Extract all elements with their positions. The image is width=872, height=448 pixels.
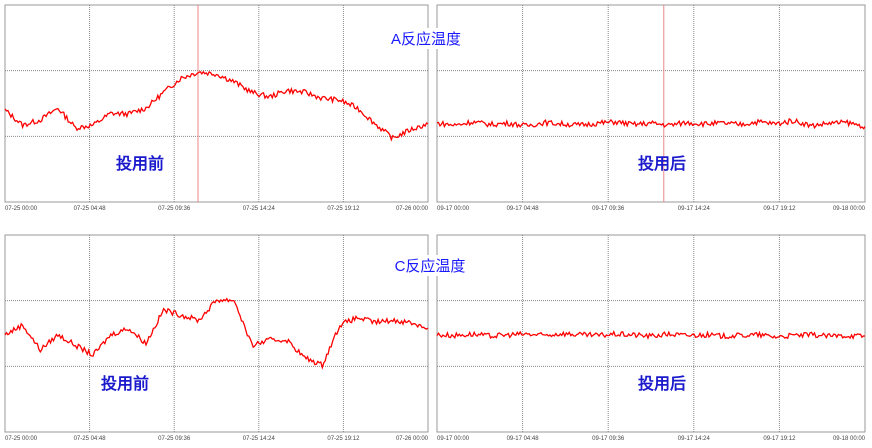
annotation-label: 投用后 <box>637 376 687 393</box>
x-tick-label: 07-25 09:36 <box>158 206 191 212</box>
x-tick-label: 09-17 19:12 <box>763 436 796 442</box>
x-tick-label: 09-17 09:36 <box>592 206 625 212</box>
chart-title: A反应温度 <box>390 28 462 49</box>
x-tick-label: 07-25 14:24 <box>242 436 275 442</box>
x-tick-label: 07-25 09:36 <box>158 436 191 442</box>
x-tick-label: 09-18 00:00 <box>832 206 865 212</box>
series-line <box>436 117 866 130</box>
annotation-label: 投用前 <box>115 156 165 173</box>
x-tick-label: 09-17 04:48 <box>506 206 539 212</box>
annotation-label: 投用前 <box>100 376 150 393</box>
x-tick-label: 09-17 00:00 <box>437 206 470 212</box>
x-tick-label: 09-17 14:24 <box>677 436 710 442</box>
x-tick-label: 09-17 14:24 <box>677 206 710 212</box>
x-tick-label: 07-25 00:00 <box>5 436 38 442</box>
plot-area <box>4 4 429 203</box>
plot-area <box>436 4 866 203</box>
x-tick-label: 07-25 00:00 <box>5 206 38 212</box>
x-tick-label: 07-26 00:00 <box>395 436 428 442</box>
x-tick-label: 09-17 04:48 <box>506 436 539 442</box>
x-tick-label: 09-17 19:12 <box>763 206 796 212</box>
x-tick-label: 09-17 09:36 <box>592 436 625 442</box>
x-tick-label: 09-17 00:00 <box>437 436 470 442</box>
series-line <box>4 70 429 142</box>
x-tick-label: 07-26 00:00 <box>395 206 428 212</box>
x-tick-label: 09-18 00:00 <box>832 436 865 442</box>
chart-title: C反应温度 <box>394 255 466 276</box>
annotation-label: 投用后 <box>637 156 687 173</box>
series-line <box>4 297 429 370</box>
x-tick-label: 07-25 19:12 <box>327 436 360 442</box>
x-tick-label: 07-25 04:48 <box>73 436 106 442</box>
x-tick-label: 07-25 19:12 <box>327 206 360 212</box>
x-tick-label: 07-25 14:24 <box>242 206 275 212</box>
series-line <box>436 329 866 340</box>
x-tick-label: 07-25 04:48 <box>73 206 106 212</box>
plot-area <box>4 234 429 433</box>
